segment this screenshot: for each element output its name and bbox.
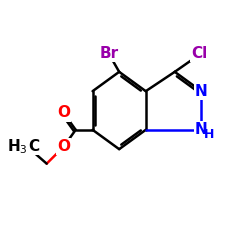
Text: H$_3$: H$_3$ [6, 138, 27, 156]
Text: Cl: Cl [191, 46, 207, 61]
Text: N: N [195, 122, 208, 137]
Text: Br: Br [100, 46, 119, 61]
Text: C: C [28, 139, 40, 154]
Text: O: O [57, 106, 70, 120]
Text: N: N [195, 84, 208, 99]
Text: H: H [204, 128, 214, 141]
Text: O: O [57, 139, 70, 154]
